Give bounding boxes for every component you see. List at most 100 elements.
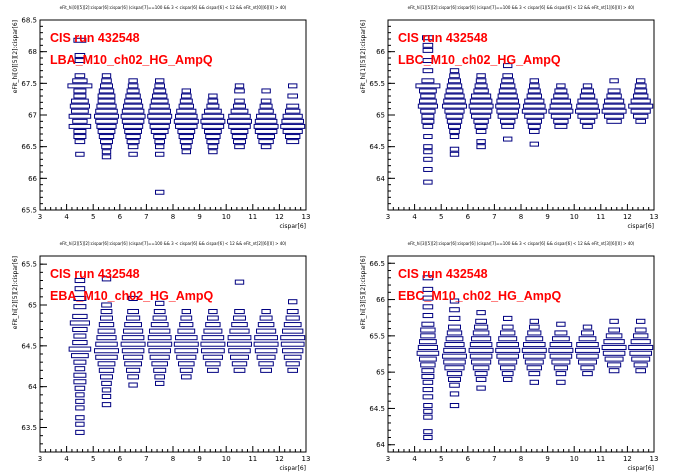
data-box <box>529 141 539 147</box>
data-box <box>282 113 303 119</box>
data-box <box>123 123 144 129</box>
data-box <box>423 403 433 409</box>
data-box <box>285 108 301 114</box>
data-box <box>75 415 85 421</box>
data-box <box>74 58 86 64</box>
data-box <box>421 78 435 84</box>
data-box <box>449 151 460 157</box>
data-box <box>227 341 252 347</box>
data-box <box>422 295 434 301</box>
data-box <box>548 108 574 114</box>
y-tick-label: 66 <box>376 296 385 304</box>
data-box <box>127 144 139 150</box>
data-box <box>258 361 274 367</box>
data-box <box>633 93 649 99</box>
data-box <box>201 348 225 354</box>
data-box <box>529 324 540 330</box>
data-box <box>549 103 573 109</box>
channel-label: EBC_M10_ch02_HG_AmpQ <box>398 289 562 303</box>
data-box <box>521 108 547 114</box>
data-box <box>602 350 626 356</box>
data-box <box>476 73 486 79</box>
data-box <box>175 335 198 341</box>
data-box <box>230 128 249 134</box>
data-box <box>261 88 271 94</box>
data-box <box>101 154 112 160</box>
data-box <box>419 339 437 345</box>
data-box <box>231 134 248 140</box>
data-box <box>553 365 568 371</box>
data-box <box>288 83 298 89</box>
data-box <box>634 88 648 94</box>
data-box <box>496 353 519 359</box>
data-box <box>288 299 298 305</box>
data-box <box>234 144 245 150</box>
data-box <box>98 134 115 140</box>
y-tick-label: 68 <box>28 48 37 56</box>
data-box <box>153 367 167 373</box>
data-box <box>636 318 646 324</box>
data-box <box>497 93 518 99</box>
data-box <box>147 113 173 119</box>
data-box <box>206 103 220 109</box>
data-box <box>526 365 542 371</box>
data-box <box>74 73 86 79</box>
x-tick-label: 5 <box>91 455 95 463</box>
data-box <box>606 93 622 99</box>
panel-title: eFit_hi[2][5][2]:cispar[6]:cispar[6] (ci… <box>60 241 287 246</box>
data-box <box>120 113 146 119</box>
data-box <box>422 58 434 64</box>
x-tick-label: 5 <box>439 455 443 463</box>
data-box <box>286 308 299 315</box>
data-box <box>121 335 145 341</box>
data-box <box>233 139 246 145</box>
y-tick-label: 65.5 <box>21 207 37 215</box>
y-tick-label: 64.5 <box>369 405 385 413</box>
data-box <box>121 108 145 114</box>
data-box <box>423 144 433 150</box>
data-box <box>73 93 87 99</box>
data-box <box>207 367 219 373</box>
data-box <box>128 151 138 157</box>
data-box <box>178 361 195 367</box>
data-box <box>526 118 542 124</box>
data-box <box>97 328 116 334</box>
data-box <box>442 103 467 109</box>
data-box <box>97 98 116 104</box>
data-box <box>150 128 169 134</box>
data-box <box>420 362 436 368</box>
data-box <box>152 93 168 99</box>
data-box <box>98 322 115 328</box>
data-box <box>448 376 461 382</box>
data-box <box>259 315 273 321</box>
data-box <box>149 103 170 109</box>
data-box <box>503 63 513 69</box>
data-box <box>100 83 113 89</box>
data-box <box>422 68 434 74</box>
data-box <box>121 348 145 354</box>
y-tick-label: 67.5 <box>21 80 37 88</box>
x-tick-label: 12 <box>275 213 284 221</box>
data-box <box>578 359 597 365</box>
data-box <box>498 336 518 342</box>
data-box <box>233 103 246 109</box>
y-tick-label: 66.5 <box>21 143 37 151</box>
data-box <box>476 139 486 145</box>
data-box <box>207 144 219 150</box>
data-box <box>285 315 300 321</box>
y-tick-label: 66.5 <box>369 260 385 268</box>
data-box <box>282 128 303 134</box>
data-box <box>449 298 460 304</box>
y-tick-label: 64 <box>376 175 385 183</box>
data-box <box>468 347 494 353</box>
data-box <box>421 321 435 327</box>
data-box <box>549 342 573 348</box>
data-box <box>553 118 569 124</box>
y-tick-label: 64 <box>28 383 37 391</box>
data-box <box>633 113 649 119</box>
data-box <box>449 382 460 388</box>
data-box <box>96 335 117 341</box>
data-box <box>445 336 464 342</box>
x-axis-title: cispar[6] <box>279 223 306 230</box>
